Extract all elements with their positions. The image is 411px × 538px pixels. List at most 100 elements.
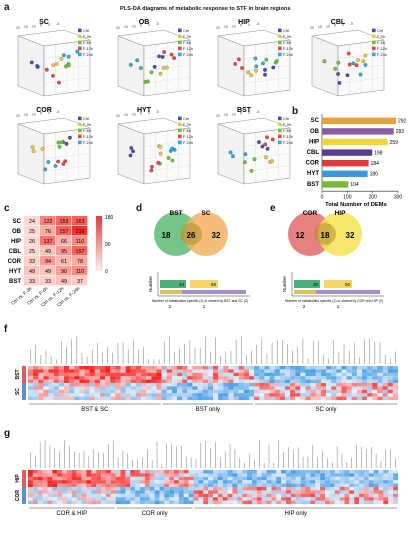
heatmap-cell — [393, 483, 399, 488]
heatmap-cell — [154, 470, 160, 474]
heatmap-cell — [174, 476, 180, 481]
heatmap-cell — [81, 500, 87, 505]
heatmap-cell — [228, 369, 234, 373]
plot-title: HYT — [137, 107, 152, 114]
heatmap-cell — [377, 379, 383, 384]
heatmap-cell — [149, 470, 155, 474]
heatmap-cell — [373, 493, 379, 498]
heatmap-cell — [110, 487, 116, 491]
heatmap-cell — [238, 379, 244, 384]
heatmap-cell — [367, 376, 373, 380]
heatmap-cell — [192, 366, 198, 370]
heatmap-cell — [341, 386, 347, 390]
heatmap-cell — [115, 366, 121, 370]
heatmap-cell — [261, 500, 267, 505]
heatmap-cell — [300, 493, 306, 498]
heatmap-cell — [207, 389, 214, 394]
axis-tick: 15 — [318, 25, 322, 29]
heatmap-cell — [208, 497, 214, 501]
heatmap-cell — [336, 389, 342, 394]
section-label: BST only — [196, 407, 220, 413]
venn-overlap — [180, 223, 202, 245]
heatmap-cell — [169, 483, 175, 488]
heatmap-cell — [149, 487, 155, 491]
heatmap-cell — [141, 386, 147, 390]
heatmap-cell — [331, 396, 337, 401]
heatmap-cell — [232, 483, 238, 488]
heatmap-cell — [238, 372, 244, 377]
heatmap-cell — [105, 476, 111, 481]
heatmap-cell — [238, 376, 244, 380]
x-tick-label: 200 — [368, 195, 377, 201]
bar-y-label: Number — [148, 276, 153, 293]
legend-swatch — [178, 116, 182, 121]
heatmap-cell — [382, 389, 388, 394]
heatmap-cell — [177, 393, 183, 397]
heatmap-cell — [99, 372, 106, 377]
heatmap-cell — [42, 480, 48, 484]
heatmap-cell — [392, 389, 399, 394]
heatmap-cell — [110, 376, 116, 380]
heatmap-cell — [76, 480, 82, 484]
color-scale-tick: 180 — [105, 215, 114, 221]
heatmap-cell — [79, 366, 85, 370]
heatmap-cell — [84, 389, 90, 394]
heatmap-cell — [135, 393, 142, 397]
heatmap-cell — [279, 386, 286, 390]
heatmap-cell — [372, 379, 378, 384]
heatmap-cell — [183, 470, 189, 474]
heatmap-cell — [324, 493, 330, 498]
bar-value-label: 104 — [350, 182, 359, 188]
heatmap-cell — [96, 470, 102, 474]
heatmap-cell — [290, 493, 296, 498]
heatmap-cell — [254, 393, 260, 397]
heatmap-cell — [28, 476, 33, 481]
bar-bst — [322, 181, 349, 188]
heatmap-cell — [101, 487, 106, 491]
heatmap-cell — [392, 396, 399, 401]
heatmap-cell — [271, 470, 277, 474]
heatmap-cell — [156, 393, 162, 397]
heatmap-cell — [28, 379, 34, 384]
heatmap-cell — [182, 376, 188, 380]
heatmap-cell — [295, 480, 301, 484]
heatmap-cell — [183, 480, 189, 484]
heatmap-cell — [130, 483, 136, 488]
heatmap-cell — [372, 369, 378, 373]
heatmap-cell-value: 90 — [61, 269, 67, 275]
heatmap-cell — [367, 396, 373, 401]
heatmap-cell — [86, 490, 92, 494]
data-point — [354, 63, 359, 68]
heatmap-cell — [69, 396, 75, 401]
data-point — [56, 159, 60, 164]
heatmap-cell — [169, 476, 175, 481]
heatmap-cell — [89, 366, 95, 370]
heatmap-cell — [146, 379, 152, 384]
heatmap-cell — [310, 473, 316, 477]
bar-value-label: 292 — [398, 119, 407, 125]
heatmap-cell — [156, 383, 162, 387]
data-point — [264, 57, 269, 62]
heatmap-cell — [47, 480, 53, 484]
axis-tick: 15 — [124, 25, 128, 29]
heatmap-cell — [269, 386, 275, 390]
heatmap-cell — [159, 497, 165, 501]
heatmap-cell — [105, 480, 111, 484]
heatmap-cell — [125, 386, 131, 390]
heatmap-cell — [320, 369, 327, 373]
heatmap-cell — [135, 500, 141, 505]
heatmap-cell — [339, 490, 345, 494]
data-point — [231, 154, 235, 159]
heatmap-cell — [213, 396, 219, 401]
heatmap-cell — [79, 376, 85, 380]
heatmap-cell — [247, 470, 253, 474]
heatmap-cell — [149, 480, 155, 484]
heatmap-cell — [62, 483, 68, 488]
heatmap-cell — [310, 376, 316, 380]
venn-circle-right — [318, 212, 362, 256]
heatmap-cell — [286, 497, 291, 501]
data-point — [62, 53, 66, 58]
heatmap-cell — [387, 379, 393, 384]
heatmap-cell — [37, 493, 43, 498]
